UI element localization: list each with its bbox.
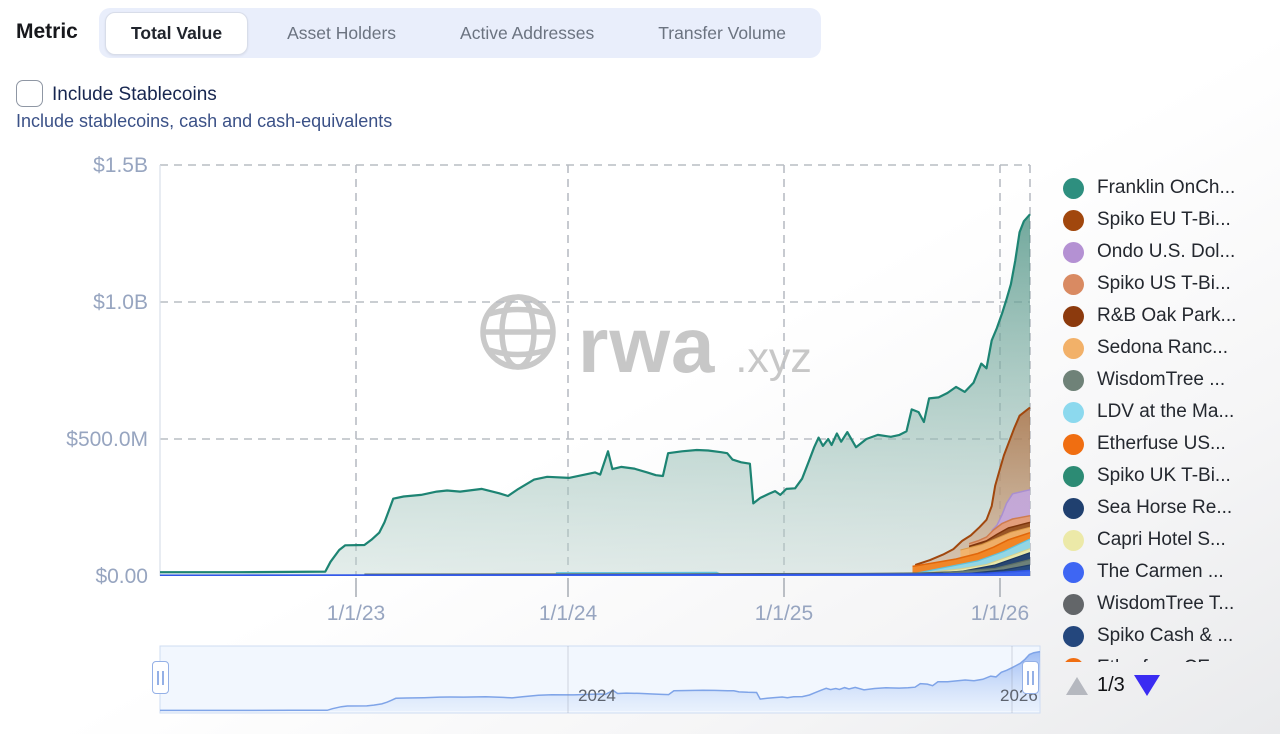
legend-item-4[interactable]: R&B Oak Park... xyxy=(1063,300,1279,332)
legend-color-dot xyxy=(1063,561,1084,583)
chart-legend: Franklin OnCh... Spiko EU T-Bi... Ondo U… xyxy=(1063,172,1279,662)
legend-item-14[interactable]: Spiko Cash & ... xyxy=(1063,620,1279,652)
legend-color-dot xyxy=(1063,369,1084,391)
x-tick-label: 1/1/25 xyxy=(754,602,814,625)
legend-color-dot xyxy=(1063,177,1084,199)
legend-color-dot xyxy=(1063,433,1084,455)
y-tick-label: $500.0M xyxy=(66,428,148,451)
slider-year-2024: 2024 xyxy=(578,686,616,705)
legend-item-label: Spiko EU T-Bi... xyxy=(1097,209,1231,230)
legend-color-dot xyxy=(1063,305,1084,327)
legend-color-dot xyxy=(1063,241,1084,263)
legend-item-2[interactable]: Ondo U.S. Dol... xyxy=(1063,236,1279,268)
legend-item-6[interactable]: WisdomTree ... xyxy=(1063,364,1279,396)
legend-item-3[interactable]: Spiko US T-Bi... xyxy=(1063,268,1279,300)
legend-item-label: Spiko Cash & ... xyxy=(1097,625,1234,646)
legend-color-dot xyxy=(1063,497,1084,519)
legend-color-dot xyxy=(1063,529,1084,551)
range-slider-left-handle[interactable] xyxy=(152,661,169,694)
legend-pagination: 1/3 xyxy=(1066,674,1160,697)
legend-item-label: WisdomTree T... xyxy=(1097,593,1235,614)
legend-item-0[interactable]: Franklin OnCh... xyxy=(1063,172,1279,204)
legend-item-label: Etherfuse CE... xyxy=(1097,657,1226,662)
legend-item-7[interactable]: LDV at the Ma... xyxy=(1063,396,1279,428)
metric-tab-bar: Total Value Asset Holders Active Addresses… xyxy=(99,8,821,58)
legend-color-dot xyxy=(1063,273,1084,295)
legend-item-11[interactable]: Capri Hotel S... xyxy=(1063,524,1279,556)
legend-item-13[interactable]: WisdomTree T... xyxy=(1063,588,1279,620)
legend-color-dot xyxy=(1063,625,1084,647)
legend-item-label: LDV at the Ma... xyxy=(1097,401,1235,422)
metric-tab-asset-holders[interactable]: Asset Holders xyxy=(287,22,397,43)
x-tick-label: 1/1/23 xyxy=(326,602,386,625)
legend-page-indicator: 1/3 xyxy=(1097,674,1125,696)
metric-tab-active-addresses[interactable]: Active Addresses xyxy=(460,22,595,43)
legend-item-12[interactable]: The Carmen ... xyxy=(1063,556,1279,588)
legend-color-dot xyxy=(1063,337,1084,359)
x-tick-label: 1/1/26 xyxy=(970,602,1030,625)
legend-item-label: Sedona Ranc... xyxy=(1097,337,1228,358)
legend-item-label: R&B Oak Park... xyxy=(1097,305,1237,326)
legend-item-label: The Carmen ... xyxy=(1097,561,1224,582)
legend-item-label: Ondo U.S. Dol... xyxy=(1097,241,1236,262)
legend-item-label: Spiko UK T-Bi... xyxy=(1097,465,1231,486)
y-tick-label: $0.00 xyxy=(95,565,148,588)
legend-item-label: Etherfuse US... xyxy=(1097,433,1226,454)
legend-color-dot xyxy=(1063,401,1084,423)
range-slider-right-handle[interactable] xyxy=(1022,661,1039,694)
legend-color-dot xyxy=(1063,465,1084,487)
legend-item-label: WisdomTree ... xyxy=(1097,369,1226,390)
y-tick-label: $1.5B xyxy=(93,154,148,177)
y-tick-label: $1.0B xyxy=(93,291,148,314)
metric-tab-transfer-volume[interactable]: Transfer Volume xyxy=(658,22,787,43)
legend-item-label: Spiko US T-Bi... xyxy=(1097,273,1231,294)
legend-color-dot xyxy=(1063,657,1084,662)
legend-item-label: Franklin OnCh... xyxy=(1097,177,1236,198)
include-stablecoins-checkbox[interactable] xyxy=(16,80,43,107)
include-stablecoins-label: Include Stablecoins xyxy=(52,84,217,105)
legend-item-8[interactable]: Etherfuse US... xyxy=(1063,428,1279,460)
legend-color-dot xyxy=(1063,593,1084,615)
legend-item-9[interactable]: Spiko UK T-Bi... xyxy=(1063,460,1279,492)
legend-page-down-icon[interactable] xyxy=(1133,675,1160,696)
legend-item-5[interactable]: Sedona Ranc... xyxy=(1063,332,1279,364)
legend-page-up-icon[interactable] xyxy=(1066,676,1088,695)
legend-color-dot xyxy=(1063,209,1084,231)
metric-tab-total-value[interactable]: Total Value xyxy=(105,11,249,55)
legend-item-10[interactable]: Sea Horse Re... xyxy=(1063,492,1279,524)
legend-item-15[interactable]: Etherfuse CE... xyxy=(1063,652,1279,662)
legend-item-label: Sea Horse Re... xyxy=(1097,497,1233,518)
metric-label: Metric xyxy=(16,20,78,43)
legend-item-label: Capri Hotel S... xyxy=(1097,529,1226,550)
x-tick-label: 1/1/24 xyxy=(538,602,598,625)
include-stablecoins-description: Include stablecoins, cash and cash-equiv… xyxy=(16,111,393,131)
legend-item-1[interactable]: Spiko EU T-Bi... xyxy=(1063,204,1279,236)
chart-plot-area[interactable] xyxy=(160,165,1030,576)
